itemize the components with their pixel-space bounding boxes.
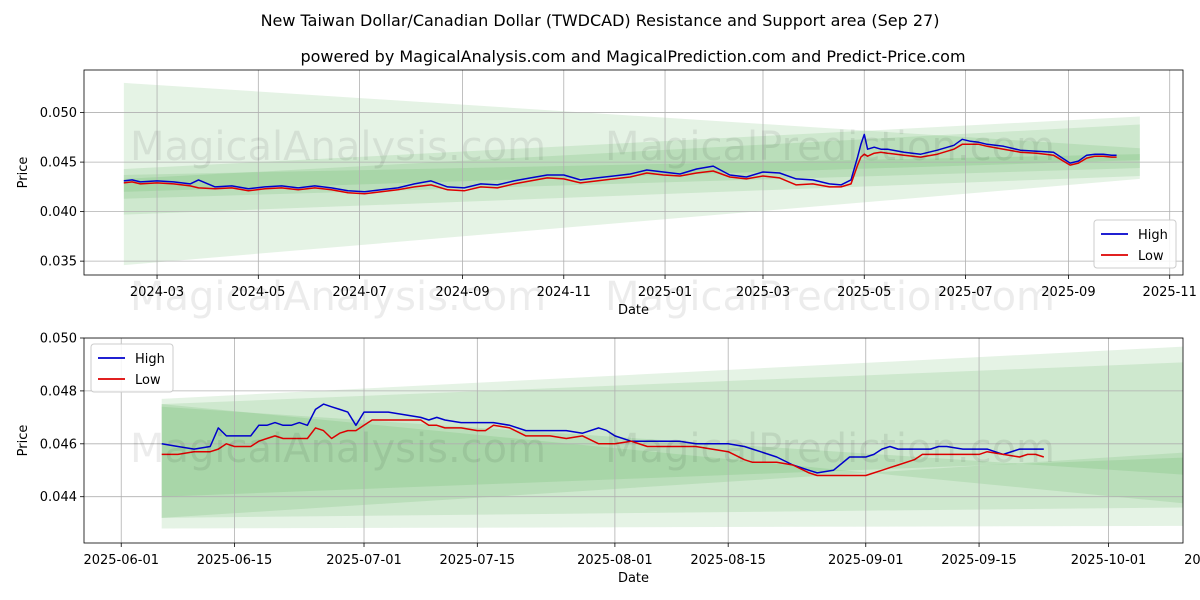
x-tick-label: 2025-09-01 — [828, 553, 904, 568]
legend-label-high: High — [135, 352, 165, 367]
y-tick-label: 0.050 — [40, 332, 77, 347]
resistance-support-band-3 — [123, 124, 1140, 199]
x-tick-label: 2025-07-15 — [440, 553, 516, 568]
y-tick-label: 0.040 — [40, 205, 77, 220]
y-tick-label: 0.035 — [40, 255, 77, 270]
x-tick-label: 2024-07 — [332, 285, 386, 300]
x-tick-label: 2025-03 — [736, 285, 790, 300]
watermark-text: MagicalAnalysis.com — [130, 274, 546, 320]
y-axis-label: Price — [16, 425, 31, 457]
series-line-low — [123, 143, 1117, 195]
series-line-high — [161, 403, 1044, 474]
x-tick-label: 2025-06-01 — [83, 553, 159, 568]
x-tick-label: 2025-11 — [1143, 285, 1197, 300]
legend: High Low — [90, 343, 174, 393]
legend-label-low: Low — [1138, 249, 1164, 264]
resistance-support-band-3 — [161, 404, 1183, 518]
y-tick-label: 0.048 — [40, 384, 77, 399]
watermark-text: MagicalAnalysis.com — [130, 426, 546, 472]
resistance-support-band-2 — [161, 362, 1183, 518]
x-tick-label: 2025-01 — [638, 285, 692, 300]
plot-area — [84, 338, 1183, 543]
x-tick-label: 2025-08-01 — [577, 553, 653, 568]
resistance-support-band-4 — [161, 406, 1183, 497]
x-tick-label: 2025-06-15 — [197, 553, 273, 568]
x-tick-label: 2024-09 — [435, 285, 489, 300]
y-axis-label: Price — [16, 157, 31, 189]
x-tick-label: 2025-08-15 — [690, 553, 766, 568]
chart-panel-1: MagicalAnalysis.com MagicalPrediction.com… — [16, 69, 1197, 320]
watermark-text: MagicalPrediction.com — [605, 124, 1055, 170]
series-line-high — [123, 133, 1117, 193]
y-tick-label: 0.050 — [40, 106, 77, 121]
x-tick-label: 2024-03 — [130, 285, 184, 300]
y-tick-label: 0.044 — [40, 490, 77, 505]
chart-panel-2: MagicalAnalysis.com MagicalPrediction.com… — [16, 332, 1200, 587]
x-axis-label: Date — [618, 303, 649, 318]
x-tick-label: 2025-10-01 — [1071, 553, 1147, 568]
y-tick-label: 0.045 — [40, 156, 77, 171]
x-tick-label: 2025-07-01 — [326, 553, 402, 568]
plot-area — [84, 70, 1183, 275]
x-tick-label: 2025-07 — [938, 285, 992, 300]
chart-title: New Taiwan Dollar/Canadian Dollar (TWDCA… — [261, 11, 940, 30]
watermark-text: MagicalAnalysis.com — [130, 124, 546, 170]
y-tick-label: 0.046 — [40, 437, 77, 452]
legend-label-low: Low — [135, 373, 161, 388]
plot-frame — [83, 69, 1184, 276]
legend-label-high: High — [1138, 228, 1168, 243]
legend-box — [90, 343, 174, 393]
x-tick-label: 2024-11 — [537, 285, 591, 300]
resistance-support-band-1 — [161, 346, 1183, 529]
x-tick-label: 2025-10-15 — [1184, 553, 1200, 568]
legend-box — [1093, 219, 1177, 269]
x-tick-label: 2025-09-15 — [941, 553, 1017, 568]
plot-frame — [83, 337, 1184, 544]
x-axis-label: Date — [618, 571, 649, 586]
chart-subtitle: powered by MagicalAnalysis.com and Magic… — [300, 47, 965, 66]
x-tick-label: 2024-05 — [231, 285, 285, 300]
x-tick-label: 2025-09 — [1041, 285, 1095, 300]
x-tick-label: 2025-05 — [837, 285, 891, 300]
legend: High Low — [1093, 219, 1177, 269]
watermark-text: MagicalPrediction.com — [605, 426, 1055, 472]
series-line-low — [161, 419, 1045, 477]
watermark-text: MagicalPrediction.com — [605, 274, 1055, 320]
